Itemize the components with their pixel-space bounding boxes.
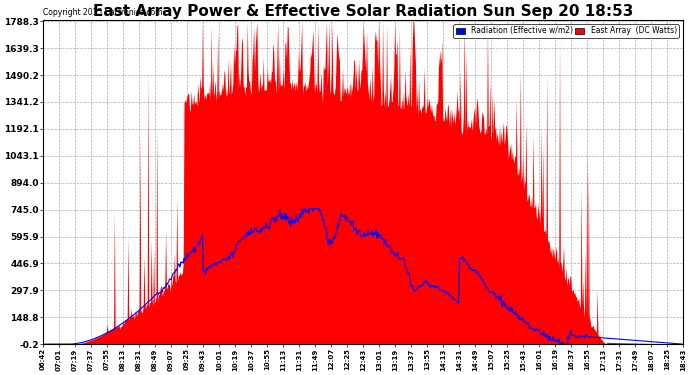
Title: East Array Power & Effective Solar Radiation Sun Sep 20 18:53: East Array Power & Effective Solar Radia…: [92, 4, 633, 19]
Legend: Radiation (Effective w/m2), East Array  (DC Watts): Radiation (Effective w/m2), East Array (…: [453, 24, 679, 38]
Text: Copyright 2015 Cartronics.com: Copyright 2015 Cartronics.com: [43, 8, 163, 17]
